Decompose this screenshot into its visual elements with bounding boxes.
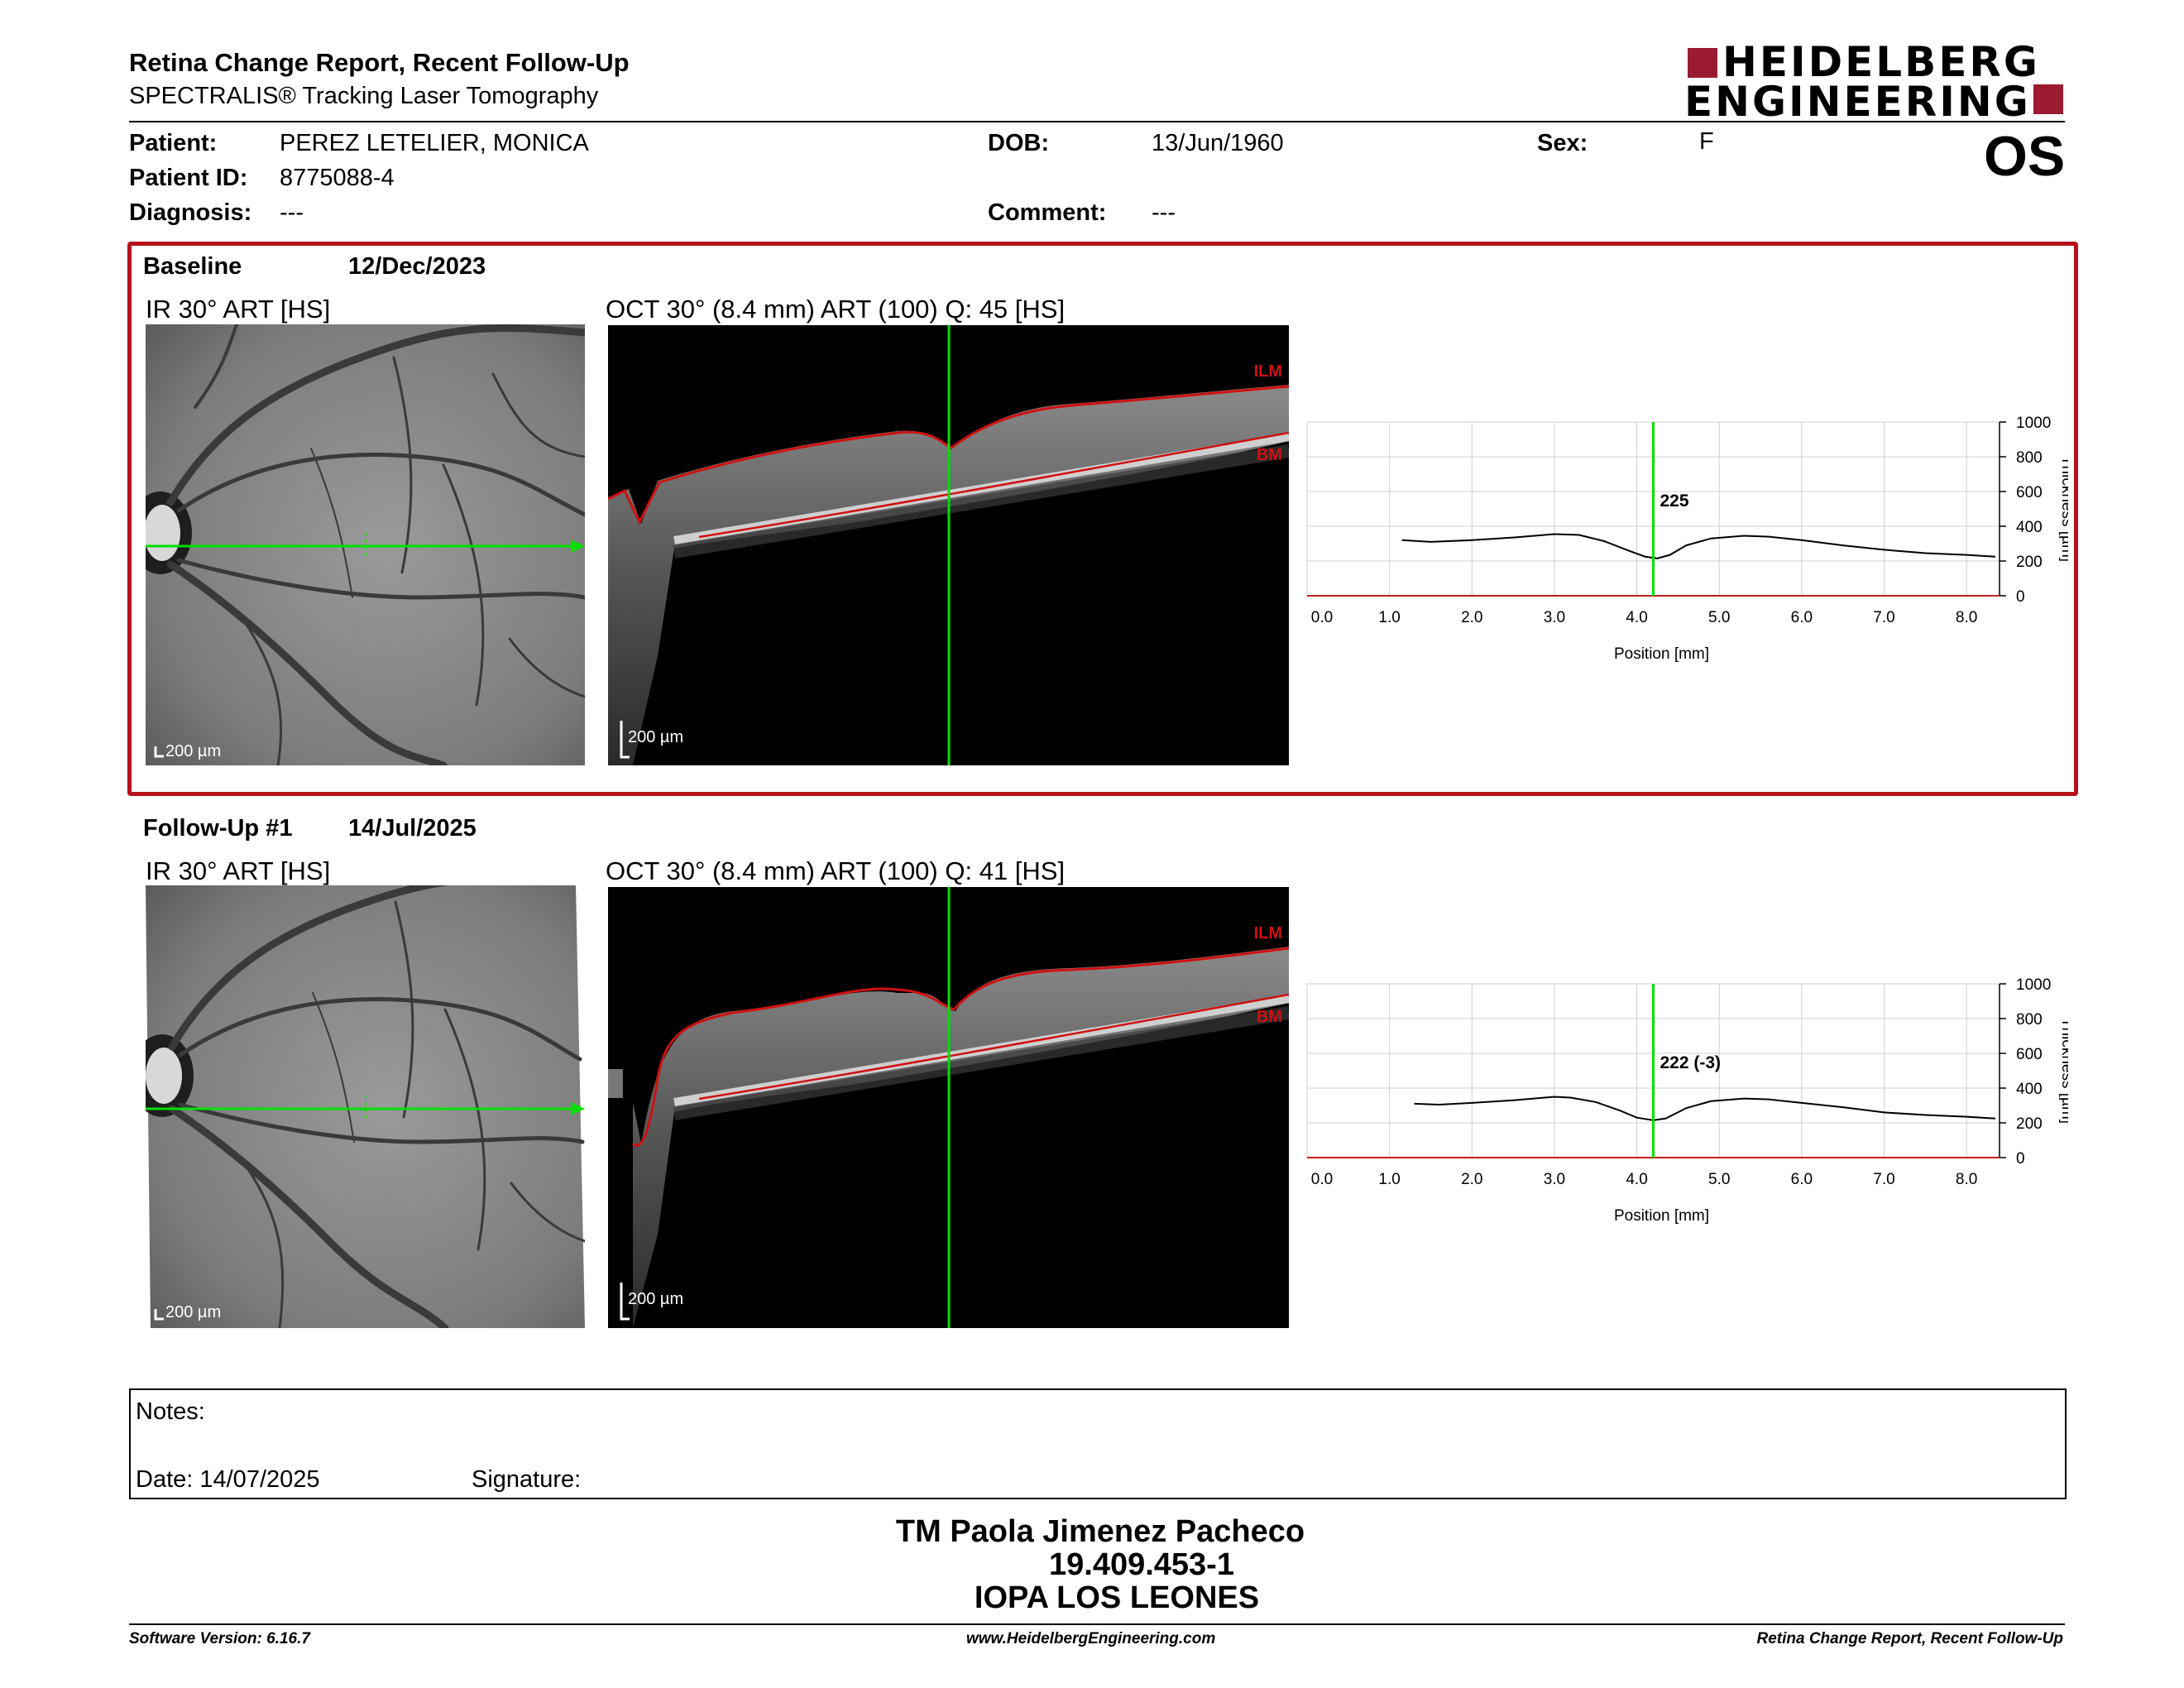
header-rule xyxy=(129,121,2065,122)
baseline-bm-label: BM xyxy=(1257,446,1282,464)
followup-chart-x-tick-label: 1.0 xyxy=(1378,1171,1400,1188)
diagnosis-label: Diagnosis: xyxy=(129,199,252,226)
patient-label: Patient: xyxy=(129,130,218,156)
baseline-chart-x-tick-label: 6.0 xyxy=(1791,609,1813,626)
logo-line1: HEIDELBERG xyxy=(1722,38,2040,86)
report-subtitle: SPECTRALIS® Tracking Laser Tomography xyxy=(129,83,599,109)
baseline-chart-marker-value: 225 xyxy=(1660,492,1689,511)
followup-chart-x-tick-label: 7.0 xyxy=(1873,1171,1894,1188)
baseline-thickness-profile-line xyxy=(1401,533,1996,559)
followup-chart-y-tick-label: 800 xyxy=(2016,1011,2043,1029)
followup-chart-x-tick-label: 8.0 xyxy=(1956,1171,1977,1188)
patient-name: PEREZ LETELIER, MONICA xyxy=(280,130,589,156)
followup-chart-y-tick-label: 400 xyxy=(2016,1081,2043,1098)
sex-value: F xyxy=(1699,128,1714,155)
followup-chart-x-tick-label: 3.0 xyxy=(1544,1171,1565,1188)
footer-report-name: Retina Change Report, Recent Follow-Up xyxy=(1756,1630,2063,1647)
followup-oct-image: ILM BM 200 µm xyxy=(608,887,1289,1328)
baseline-date: 12/Dec/2023 xyxy=(348,253,486,280)
followup-chart-marker-value: 222 (-3) xyxy=(1660,1053,1722,1072)
followup-ir-scale: 200 µm xyxy=(165,1303,221,1321)
followup-oct-title: OCT 30° (8.4 mm) ART (100) Q: 41 [HS] xyxy=(606,856,1066,885)
followup-label: Follow-Up #1 xyxy=(143,815,293,842)
footer-software-version: Software Version: 6.16.7 xyxy=(129,1630,310,1647)
baseline-chart-x-axis-label: Position [mm] xyxy=(1614,645,1709,663)
baseline-panel xyxy=(127,242,2078,796)
dob-label: DOB: xyxy=(988,130,1050,156)
eye-indicator: OS xyxy=(1984,125,2066,188)
baseline-chart-x-tick-label: 3.0 xyxy=(1544,609,1565,626)
baseline-chart-y-tick-label: 1000 xyxy=(2016,415,2051,432)
report-title: Retina Change Report, Recent Follow-Up xyxy=(129,48,630,77)
baseline-chart-x-tick-label: 5.0 xyxy=(1708,609,1730,626)
followup-chart-y-tick-label: 200 xyxy=(2016,1115,2043,1133)
notes-label: Notes: xyxy=(136,1398,205,1425)
signature-label: Signature: xyxy=(472,1466,582,1493)
signer-name: TM Paola Jimenez Pacheco xyxy=(895,1514,1305,1549)
notes-date: Date: 14/07/2025 xyxy=(136,1466,320,1493)
baseline-chart-x-tick-label: 7.0 xyxy=(1873,609,1894,626)
baseline-oct-title: OCT 30° (8.4 mm) ART (100) Q: 45 [HS] xyxy=(606,295,1066,324)
patient-id: 8775088-4 xyxy=(280,165,395,191)
followup-chart-y-axis-label: Thickness [µm] xyxy=(2058,1018,2068,1124)
followup-chart-y-tick-label: 600 xyxy=(2016,1046,2043,1063)
patient-id-label: Patient ID: xyxy=(129,165,248,191)
followup-chart-x-axis-label: Position [mm] xyxy=(1614,1207,1709,1225)
baseline-ir-title: IR 30° ART [HS] xyxy=(146,295,331,324)
followup-chart-x-tick-label: 5.0 xyxy=(1708,1171,1730,1188)
comment-value: --- xyxy=(1152,199,1176,226)
baseline-chart-x-tick-label: 0.0 xyxy=(1311,609,1333,626)
signer-id: 19.409.453-1 xyxy=(1049,1547,1234,1582)
baseline-chart-y-tick-label: 600 xyxy=(2016,484,2043,501)
baseline-chart-x-tick-label: 4.0 xyxy=(1626,609,1647,626)
baseline-label: Baseline xyxy=(143,253,242,280)
baseline-thickness-chart: 0 200 400 600 800 1000 0.0 1.0 2.0 3.0 4.0 5.0 6.0 7.… xyxy=(1306,415,2068,663)
sex-label: Sex: xyxy=(1537,130,1588,156)
baseline-chart-x-tick-label: 2.0 xyxy=(1461,609,1482,626)
followup-chart-y-tick-label: 1000 xyxy=(2016,976,2051,994)
baseline-chart-y-axis-label: Thickness [µm] xyxy=(2058,456,2068,562)
baseline-chart-y-tick-label: 200 xyxy=(2016,554,2043,571)
logo-line2: ENGINEERING xyxy=(1684,78,2031,126)
followup-thickness-profile-line xyxy=(1414,1096,1996,1121)
followup-thickness-chart: 0 200 400 600 800 1000 0.0 1.0 2.0 3.0 4.0 5.0 6.0 7.… xyxy=(1306,976,2068,1225)
followup-chart-y-tick-label: 0 xyxy=(2016,1150,2025,1168)
dob-value: 13/Jun/1960 xyxy=(1152,130,1284,156)
baseline-oct-scale: 200 µm xyxy=(628,728,683,746)
baseline-oct-image: ILM BM 200 µm xyxy=(608,325,1289,765)
followup-chart-x-tick-label: 2.0 xyxy=(1461,1171,1482,1188)
baseline-ir-scale: 200 µm xyxy=(165,742,221,760)
baseline-ir-image: 200 µm xyxy=(146,324,585,765)
followup-chart-x-tick-label: 0.0 xyxy=(1311,1171,1333,1188)
footer-website: www.HeidelbergEngineering.com xyxy=(966,1630,1216,1647)
baseline-chart-x-tick-label: 8.0 xyxy=(1956,609,1977,626)
baseline-chart-x-tick-label: 1.0 xyxy=(1378,609,1400,626)
baseline-chart-y-tick-label: 0 xyxy=(2016,588,2025,606)
signer-institution: IOPA LOS LEONES xyxy=(974,1580,1260,1615)
followup-ir-title: IR 30° ART [HS] xyxy=(146,856,331,885)
baseline-chart-y-tick-label: 400 xyxy=(2016,519,2043,536)
diagnosis-value: --- xyxy=(280,199,304,226)
comment-label: Comment: xyxy=(988,199,1107,226)
followup-oct-scale: 200 µm xyxy=(628,1290,683,1308)
baseline-ilm-label: ILM xyxy=(1254,362,1282,381)
followup-ir-image: 200 µm xyxy=(146,885,585,1328)
followup-chart-x-tick-label: 6.0 xyxy=(1791,1171,1813,1188)
footer-rule xyxy=(129,1623,2065,1625)
followup-ilm-label: ILM xyxy=(1254,924,1282,942)
notes-box xyxy=(129,1388,2067,1499)
baseline-chart-y-tick-label: 800 xyxy=(2016,449,2043,467)
followup-bm-label: BM xyxy=(1257,1008,1282,1026)
followup-date: 14/Jul/2025 xyxy=(348,815,477,842)
followup-chart-x-tick-label: 4.0 xyxy=(1626,1171,1647,1188)
